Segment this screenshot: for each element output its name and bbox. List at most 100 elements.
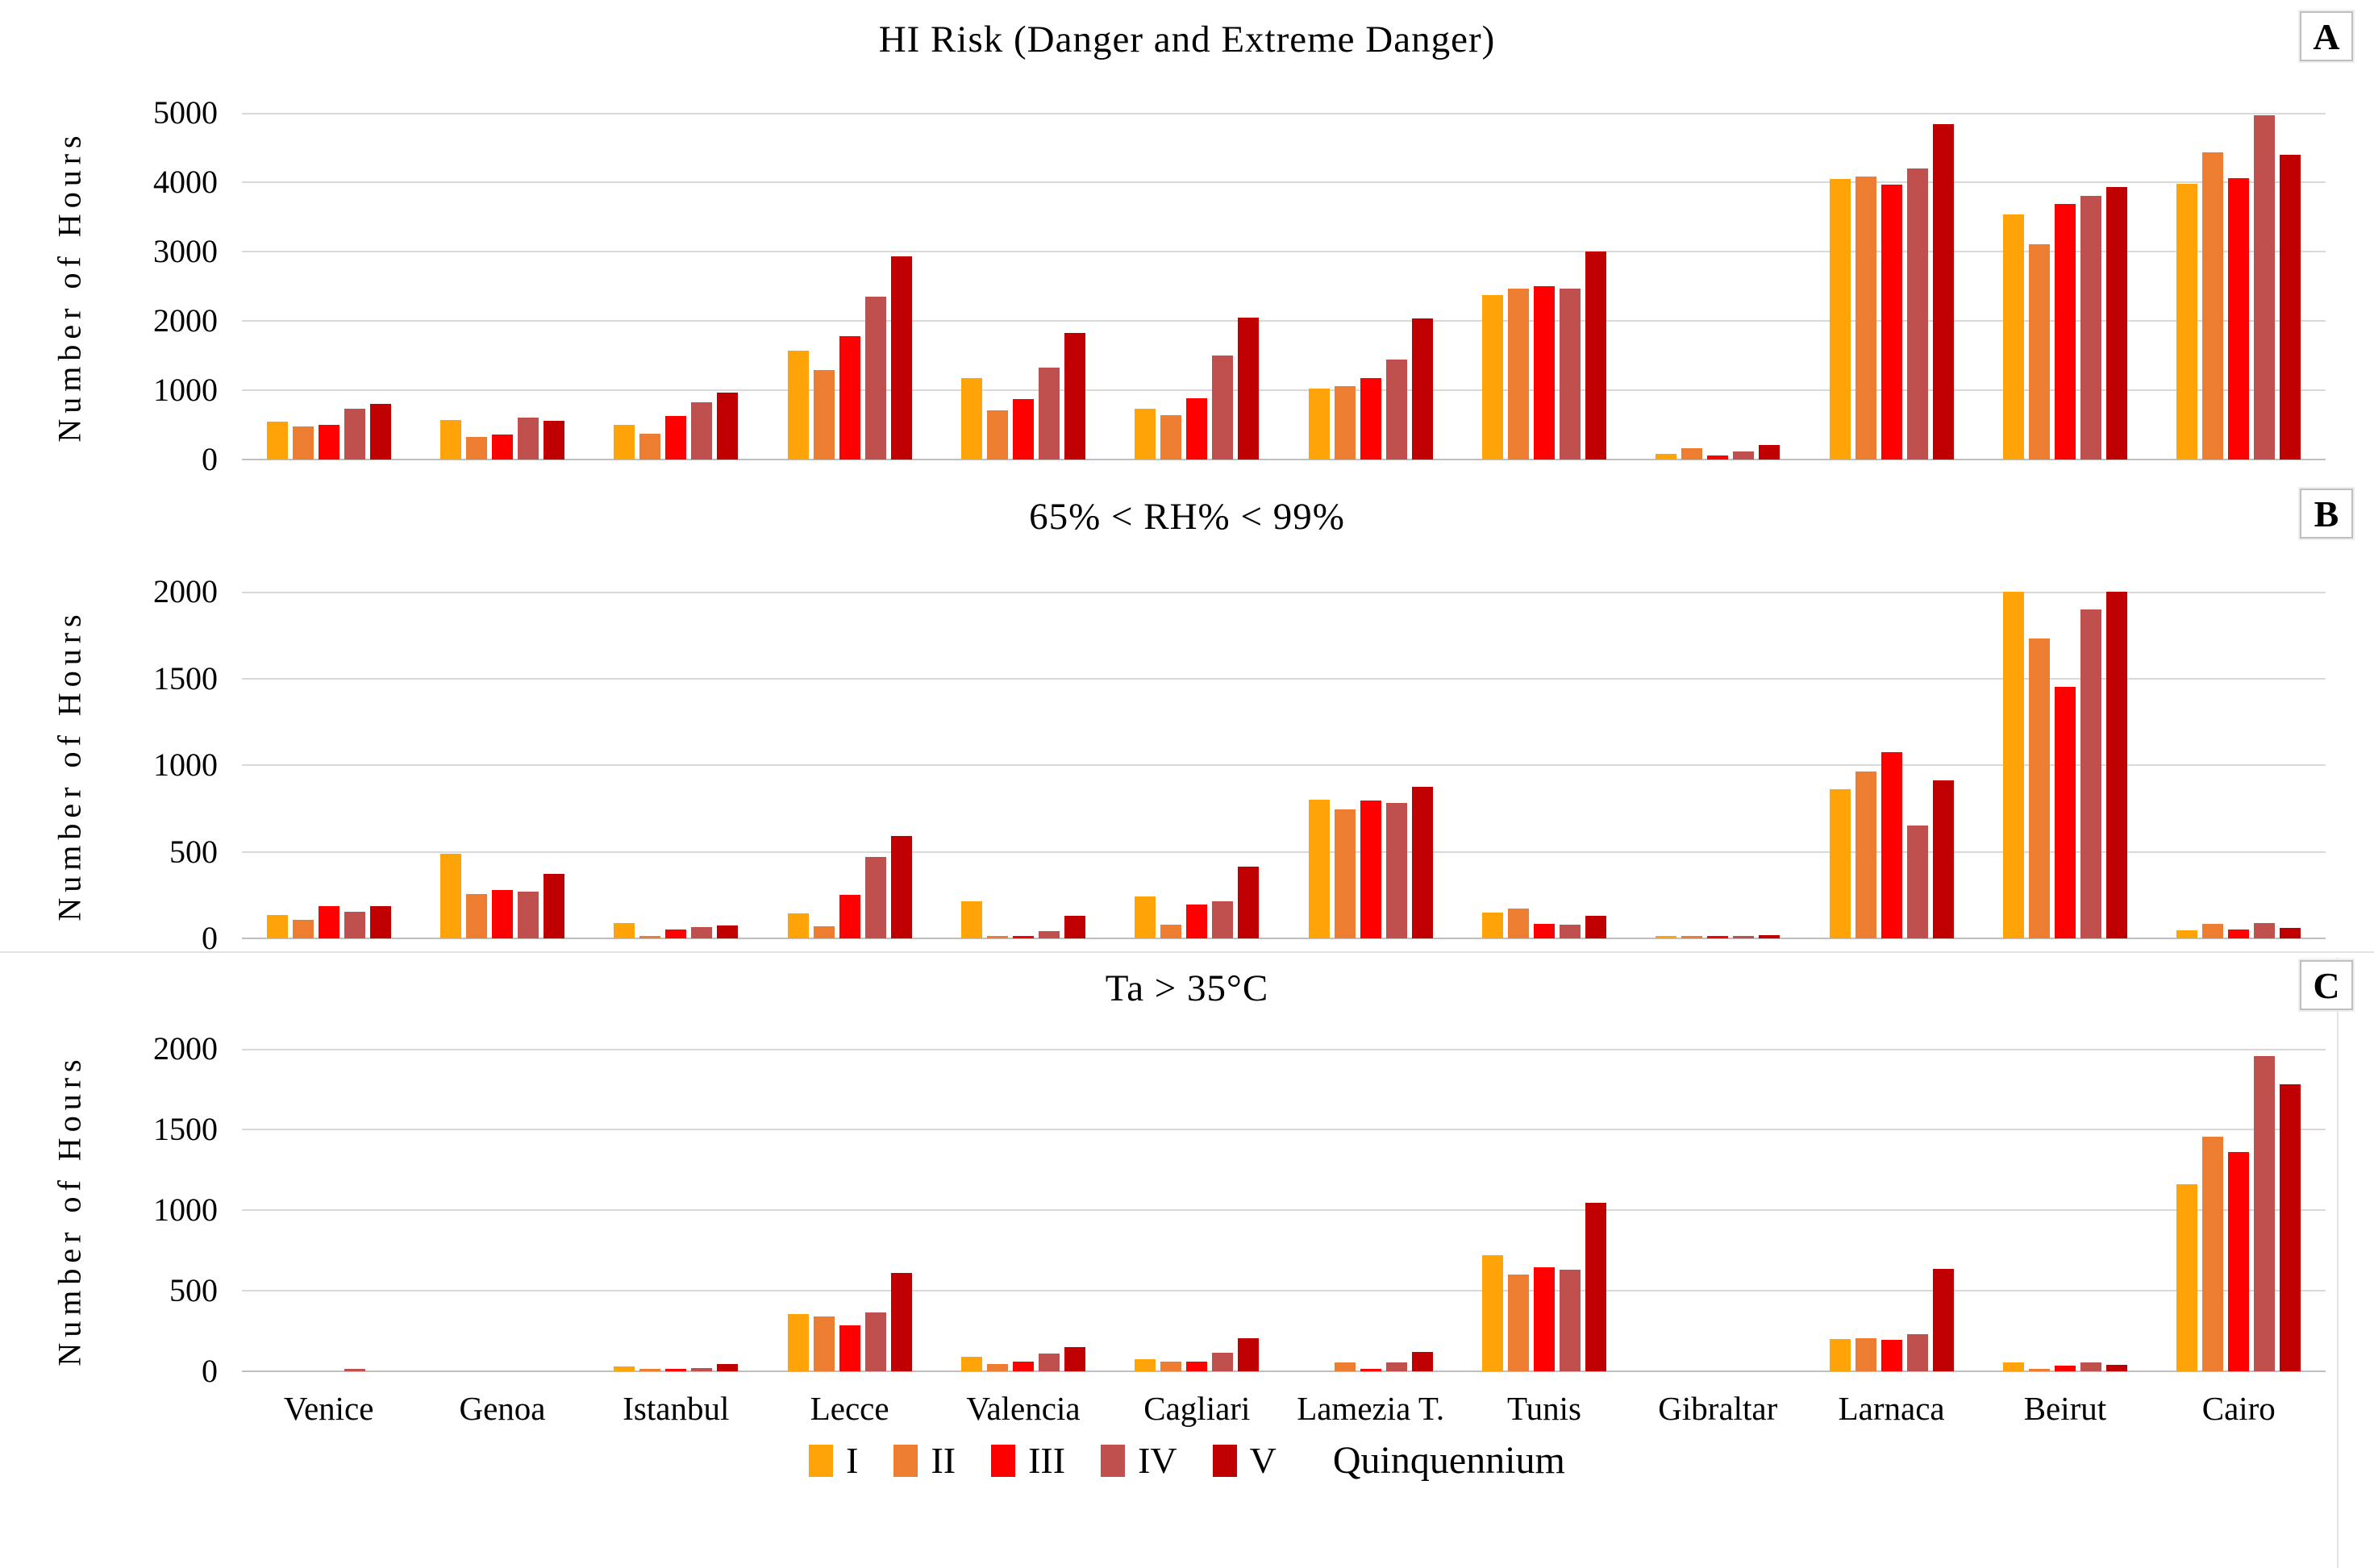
y-tick-label-0: 0: [202, 441, 218, 477]
bar-cagliari-IV: [1212, 900, 1234, 938]
bar-beirut-I: [2002, 1362, 2024, 1371]
bar-venice-IV: [344, 1369, 365, 1371]
bar-lamezia-t--V: [1411, 318, 1433, 460]
bar-larnaca-I: [1829, 178, 1851, 460]
legend-item-IV: IV: [1101, 1442, 1177, 1479]
legend-label: I: [846, 1440, 859, 1481]
group-lamezia-t-: Lamezia T.: [1284, 1049, 1457, 1427]
bar-cagliari-V: [1238, 317, 1260, 460]
bar-beirut-V: [2105, 592, 2127, 938]
bar-cairo-I: [2176, 183, 2198, 460]
bar-istanbul-III: [665, 1369, 687, 1371]
bar-lamezia-t--II: [1334, 385, 1356, 460]
legend-swatch-icon: [809, 1445, 834, 1477]
group-beirut: [1978, 113, 2151, 460]
bar-genoa-IV: [517, 891, 539, 938]
gridline-1500: [242, 677, 2326, 680]
group-larnaca: [1805, 592, 1978, 938]
legend-quinquennium-label: Quinquennium: [1332, 1439, 1565, 1482]
bar-istanbul-V: [717, 925, 739, 938]
legend-label: III: [1028, 1440, 1066, 1481]
bar-lecce-I: [787, 351, 809, 460]
bar-larnaca-II: [1855, 771, 1876, 938]
bar-larnaca-II: [1855, 1338, 1876, 1371]
bar-istanbul-II: [639, 936, 661, 938]
group-gibraltar: [1631, 113, 1805, 460]
bar-venice-I: [266, 914, 288, 938]
bar-gibraltar-III: [1707, 936, 1729, 938]
bar-cairo-IV: [2254, 922, 2276, 938]
bar-cagliari-I: [1135, 1359, 1156, 1371]
bar-genoa-I: [439, 419, 461, 460]
bar-groups: [242, 592, 2326, 938]
bar-tunis-II: [1507, 288, 1529, 460]
bar-istanbul-I: [614, 922, 635, 938]
legend-label: IV: [1138, 1440, 1177, 1481]
bar-cairo-II: [2202, 152, 2224, 460]
group-larnaca: [1805, 113, 1978, 460]
panel-c-right-border-line: [2337, 958, 2339, 1568]
legend-item-V: V: [1212, 1440, 1277, 1481]
bar-beirut-IV: [2080, 1362, 2101, 1371]
group-valencia: [936, 113, 1110, 460]
bar-valencia-III: [1012, 936, 1034, 938]
y-tick-label-0: 0: [202, 920, 218, 956]
x-axis-line: [242, 1370, 2326, 1372]
bar-beirut-III: [2054, 1366, 2076, 1371]
group-lecce: [763, 592, 936, 938]
bar-istanbul-IV: [691, 402, 713, 460]
bar-istanbul-II: [639, 1369, 661, 1371]
bar-valencia-I: [960, 1357, 982, 1371]
y-tick-label-0: 0: [202, 1353, 218, 1389]
bar-venice-IV: [344, 911, 365, 938]
legend-label: V: [1249, 1440, 1277, 1481]
x-category-label: Beirut: [2023, 1390, 2107, 1427]
bar-tunis-II: [1507, 909, 1529, 938]
bar-cagliari-IV: [1212, 356, 1234, 460]
y-tick-label-500: 500: [169, 833, 218, 870]
panel-c-title: Ta > 35°C: [1105, 967, 1269, 1009]
group-cairo: [2152, 113, 2326, 460]
bar-lecce-IV: [864, 1312, 886, 1371]
bar-tunis-V: [1585, 916, 1606, 938]
bar-gibraltar-II: [1681, 936, 1703, 938]
group-genoa: Genoa: [415, 1049, 589, 1427]
y-tick-label-1000: 1000: [153, 372, 218, 408]
x-category-label: Tunis: [1506, 1390, 1581, 1427]
group-lecce: Lecce: [763, 1049, 936, 1427]
bar-gibraltar-II: [1681, 448, 1703, 460]
panel-b-letter-badge: B: [2300, 489, 2353, 539]
bar-beirut-II: [2028, 638, 2050, 938]
bar-istanbul-IV: [691, 1368, 713, 1371]
group-genoa: [415, 592, 589, 938]
panel-c-ta: Ta > 35°C C Number of Hours 0 500 1000 1500…: [0, 955, 2374, 1431]
bar-istanbul-V: [717, 392, 739, 460]
bar-cairo-III: [2228, 178, 2250, 460]
bar-lecce-II: [813, 925, 835, 938]
bar-valencia-III: [1012, 1361, 1034, 1371]
bar-lecce-I: [787, 1314, 809, 1371]
bar-venice-V: [369, 906, 391, 938]
bar-genoa-III: [491, 889, 513, 938]
y-tick-label-5000: 5000: [153, 94, 218, 131]
gridline-500: [242, 851, 2326, 853]
group-tunis: [1457, 113, 1631, 460]
bar-tunis-IV: [1559, 289, 1581, 460]
y-tick-label-2000: 2000: [153, 1030, 218, 1067]
bar-venice-IV: [344, 409, 365, 460]
group-gibraltar: Gibraltar: [1631, 1049, 1805, 1427]
group-tunis: Tunis: [1457, 1049, 1631, 1427]
bar-cagliari-III: [1186, 905, 1208, 938]
bar-groups: [242, 113, 2326, 460]
bar-cagliari-I: [1135, 408, 1156, 460]
panel-a-title: HI Risk (Danger and Extreme Danger): [878, 19, 1496, 60]
y-tick-label-1500: 1500: [153, 1111, 218, 1147]
bar-gibraltar-III: [1707, 455, 1729, 460]
group-istanbul: [589, 113, 763, 460]
bar-cagliari-II: [1160, 414, 1182, 460]
panel-b-rh: 65% < RH% < 99% B Number of Hours 0 500 10…: [0, 484, 2374, 955]
legend-label: II: [931, 1440, 956, 1481]
panel-b-title: 65% < RH% < 99%: [1029, 496, 1345, 538]
bar-lamezia-t--I: [1308, 389, 1330, 460]
